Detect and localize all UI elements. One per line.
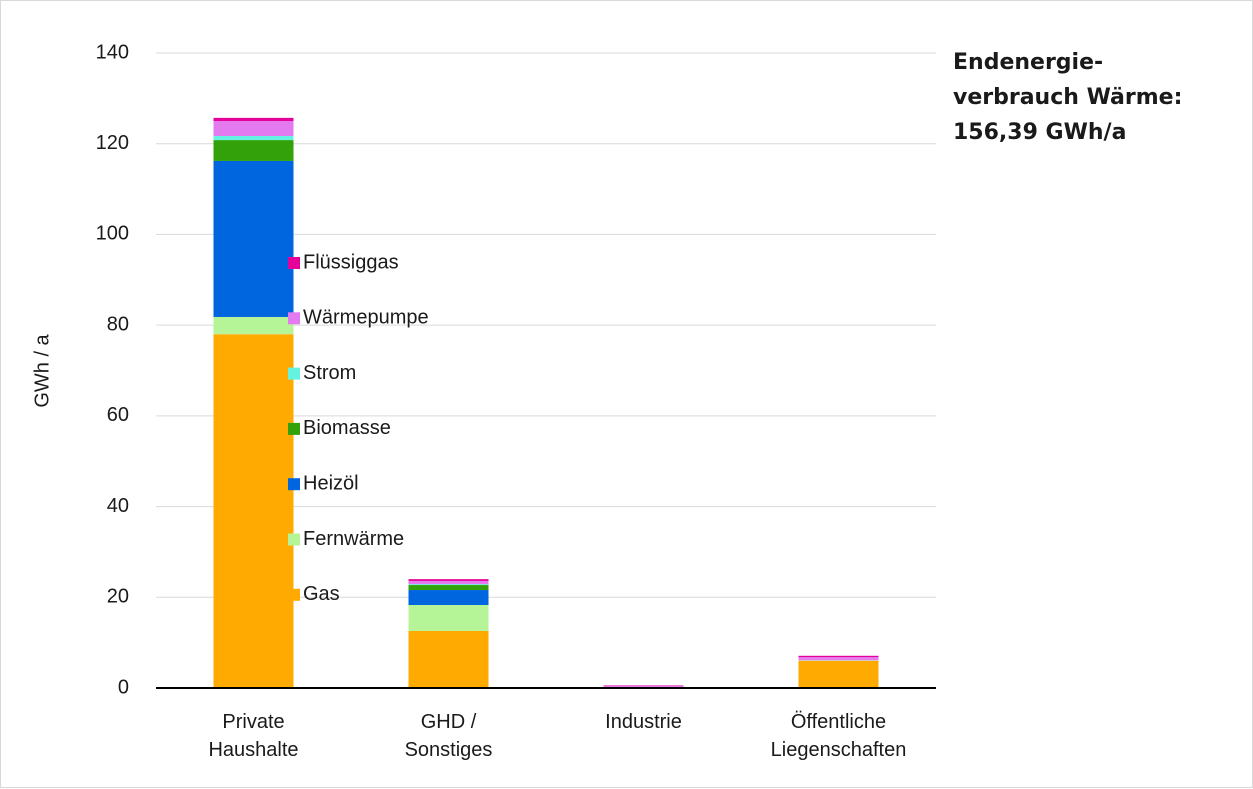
- bar-segment: [409, 585, 489, 590]
- y-tick-label: 80: [107, 313, 129, 335]
- legend-swatch: [288, 534, 300, 546]
- y-axis-label: GWh / a: [31, 333, 53, 407]
- legend-label: Fernwärme: [303, 528, 404, 550]
- bar-segment: [214, 118, 294, 121]
- bar-segment: [409, 581, 489, 584]
- legend-label: Strom: [303, 362, 356, 384]
- bar-segment: [214, 140, 294, 161]
- bar-segment: [409, 579, 489, 581]
- bar-segment: [799, 657, 879, 660]
- legend-label: Heizöl: [303, 472, 359, 494]
- bar-segment: [799, 656, 879, 657]
- y-tick-label: 60: [107, 404, 129, 426]
- legend-label: Gas: [303, 583, 340, 605]
- legend-swatch: [288, 368, 300, 380]
- bar-segment: [604, 686, 684, 687]
- legend-swatch: [288, 478, 300, 490]
- bar-segment: [214, 121, 294, 136]
- y-tick-label: 40: [107, 495, 129, 517]
- legend-label: Biomasse: [303, 417, 391, 439]
- y-tick-label: 120: [96, 132, 129, 154]
- x-tick-label: Öffentliche Liegenschaften: [744, 708, 934, 764]
- bar-segment: [409, 584, 489, 585]
- legend-swatch: [288, 423, 300, 435]
- bar-segment: [409, 605, 489, 631]
- bar-segment: [409, 590, 489, 605]
- annotation: Endenergie- verbrauch Wärme: 156,39 GWh/…: [953, 45, 1182, 150]
- legend-swatch: [288, 312, 300, 324]
- bar-segment: [214, 317, 294, 334]
- y-tick-label: 20: [107, 586, 129, 608]
- x-tick-label: Industrie: [549, 708, 739, 736]
- y-tick-label: 140: [96, 41, 129, 63]
- legend-label: Wärmepumpe: [303, 307, 429, 329]
- bar-segment: [214, 161, 294, 317]
- y-tick-label: 100: [96, 223, 129, 245]
- legend-swatch: [288, 589, 300, 601]
- bar-segment: [799, 661, 879, 688]
- y-tick-label: 0: [118, 676, 129, 698]
- x-tick-label: GHD / Sonstiges: [354, 708, 544, 764]
- bar-segment: [214, 136, 294, 140]
- x-tick-label: Private Haushalte: [159, 708, 349, 764]
- bar-segment: [214, 334, 294, 688]
- legend-swatch: [288, 257, 300, 269]
- bar-segment: [409, 631, 489, 688]
- legend-label: Flüssiggas: [303, 251, 399, 273]
